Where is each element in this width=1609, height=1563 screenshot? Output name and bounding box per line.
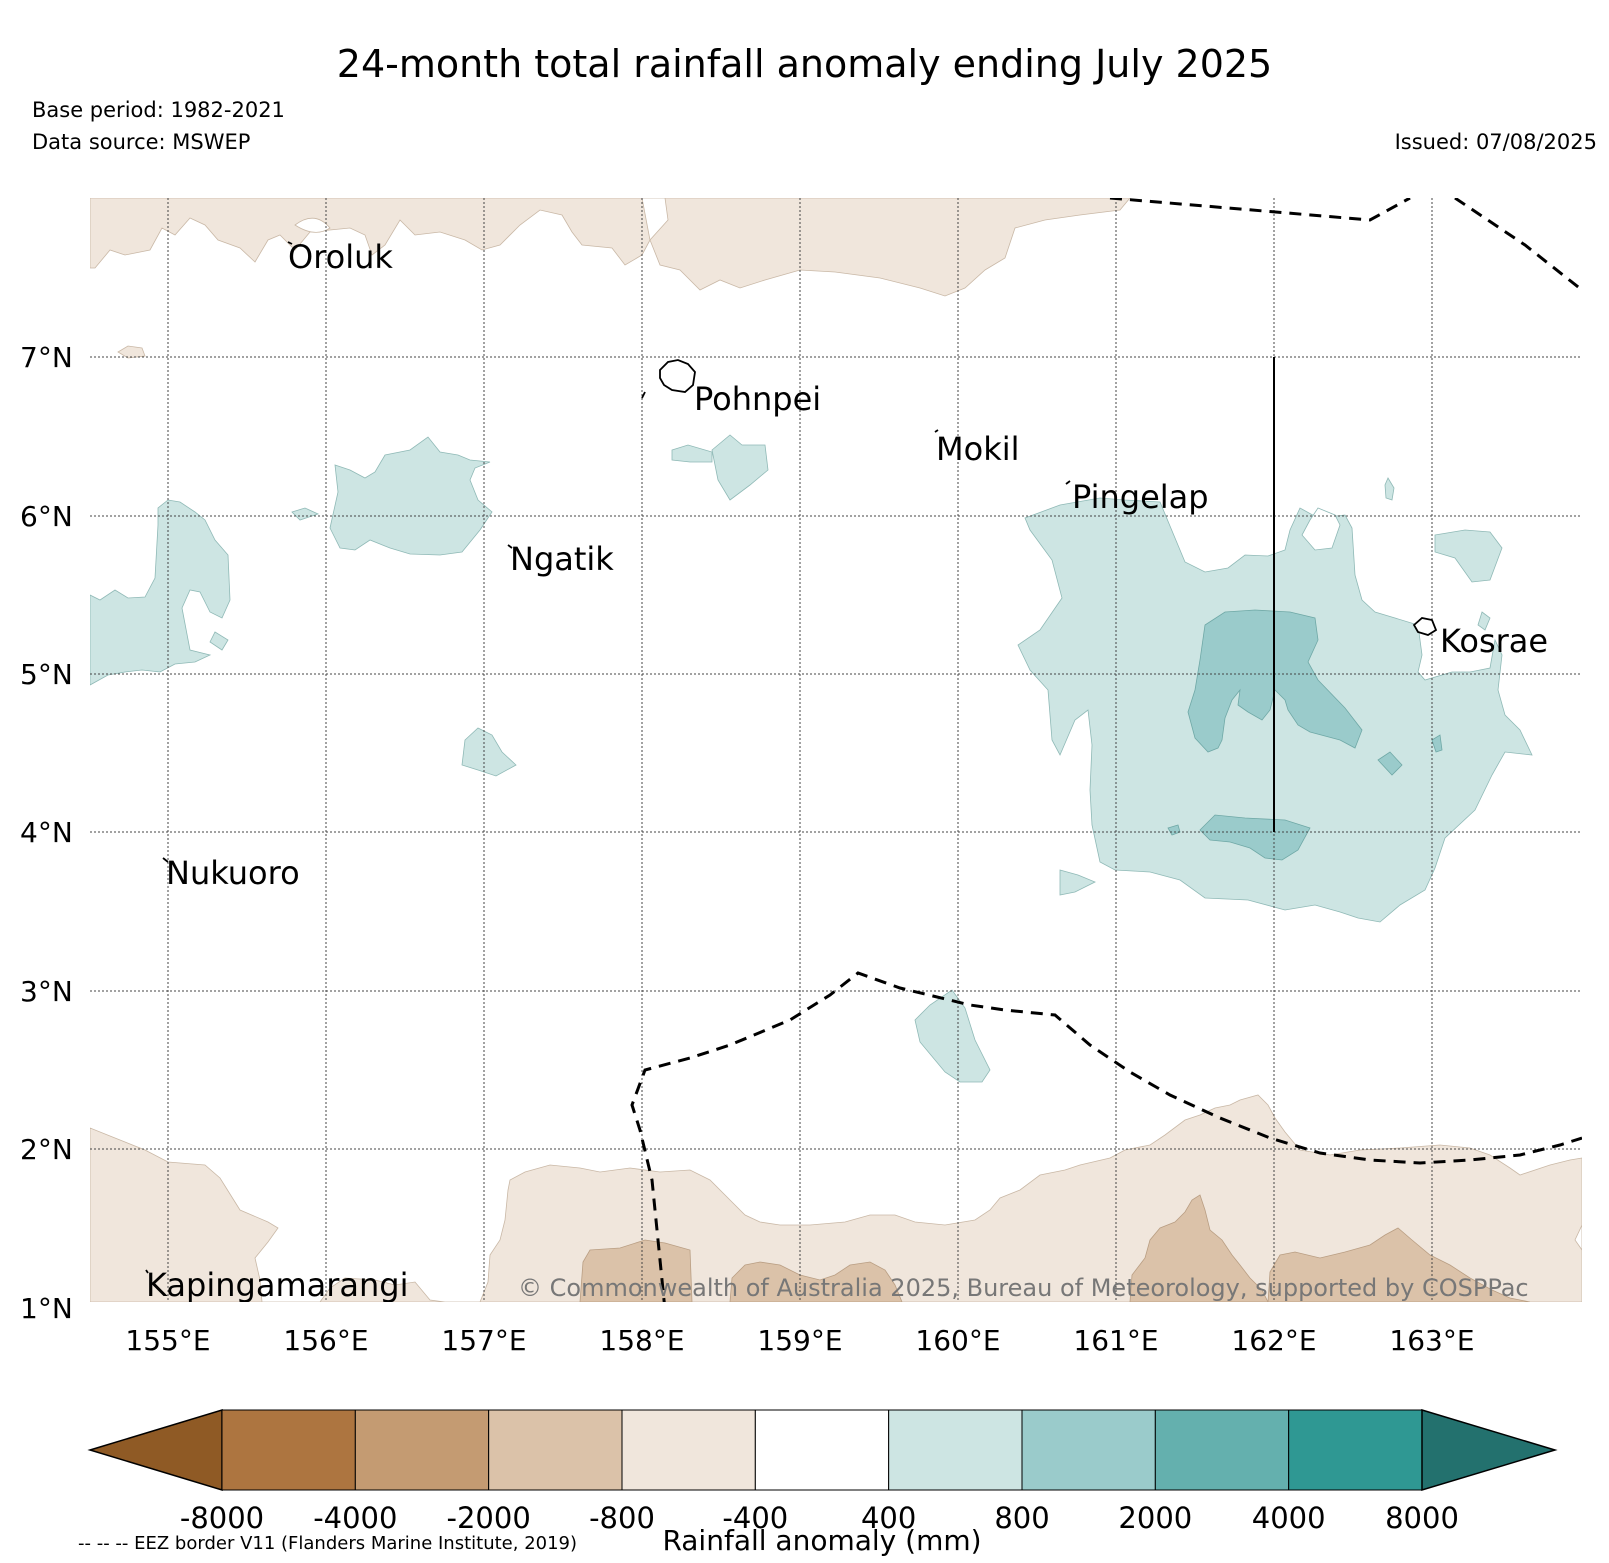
lon-label: 160°E [915,1324,1000,1357]
latitude-labels: 7°N 6°N 5°N 4°N 3°N 2°N 1°N [20,341,73,1325]
colorbar-extend-high [1421,1408,1558,1492]
lon-label: 158°E [599,1324,684,1357]
island-outlines [145,241,1438,1274]
lat-label: 2°N [20,1133,73,1166]
island-label-nukuoro: Nukuoro [166,854,300,892]
colorbar-tick-label: -4000 [313,1501,397,1535]
pohnpei-island-icon [659,359,696,393]
lon-label: 155°E [125,1324,210,1357]
colorbar-segment [1288,1409,1423,1491]
dry-region-south-notch [1574,1224,1582,1251]
colorbar [87,1408,1558,1492]
colorbar-extend-low [87,1408,223,1492]
colorbar-tick-label: 4000 [1252,1501,1326,1535]
colorbar-segment [754,1409,890,1491]
colorbar-segment [621,1409,756,1491]
island-label-pohnpei: Pohnpei [694,380,821,418]
lon-label: 157°E [441,1324,526,1357]
lat-label: 3°N [20,975,73,1008]
island-label-oroluk: Oroluk [288,238,393,276]
issued-date: Issued: 07/08/2025 [1394,130,1597,154]
colorbar-tick-label: 8000 [1385,1501,1459,1535]
colorbar-tick-label: 2000 [1118,1501,1192,1535]
dry-regions-strong [579,1194,1531,1302]
data-source-note: Data source: MSWEP [32,130,251,154]
lon-label: 159°E [757,1324,842,1357]
colorbar-tick-label: 800 [994,1501,1049,1535]
dry-region-north [90,198,1131,297]
island-label-kosrae: Kosrae [1440,622,1548,660]
colorbar-segment [354,1409,490,1491]
lat-label: 1°N [20,1292,73,1325]
colorbar-segment [488,1409,623,1491]
lon-label: 161°E [1073,1324,1158,1357]
colorbar-tick-label: 400 [861,1501,916,1535]
island-label-pingelap: Pingelap [1072,478,1209,516]
longitude-labels: 155°E 156°E 157°E 158°E 159°E 160°E 161°… [125,1324,1474,1357]
colorbar-segment [888,1409,1023,1491]
lat-label: 6°N [20,500,73,533]
island-label-ngatik: Ngatik [510,540,614,578]
colorbar-tick-label: -800 [589,1501,655,1535]
dry-region-north-island [294,217,331,233]
colorbar-segment [1154,1409,1290,1491]
lat-label: 4°N [20,816,73,849]
colorbar-segment [1021,1409,1156,1491]
colorbar-title: Rainfall anomaly (mm) [662,1524,981,1557]
lon-label: 163°E [1389,1324,1474,1357]
lon-label: 156°E [283,1324,368,1357]
colorbar-tick-label: -8000 [180,1501,264,1535]
island-label-mokil: Mokil [936,430,1020,468]
lon-label: 162°E [1231,1324,1316,1357]
colorbar-tick-label: -2000 [447,1501,531,1535]
map-title: 24-month total rainfall anomaly ending J… [336,42,1273,86]
eez-border [630,198,1582,1302]
lat-label: 7°N [20,341,73,374]
copyright-notice: © Commonwealth of Australia 2025, Bureau… [518,1274,1529,1302]
lat-label: 5°N [20,658,73,691]
map-area: Oroluk Pohnpei Mokil Pingelap Ngatik Kos… [90,198,1582,1304]
eez-legend-note: -- -- -- EEZ border V11 (Flanders Marine… [78,1533,578,1554]
graticule [90,198,1582,1302]
base-period-note: Base period: 1982-2021 [32,98,285,122]
colorbar-ticks: -8000 -4000 -2000 -800 -400 400 800 2000 4000 800… [180,1501,1459,1535]
island-label-kapingamarangi: Kapingamarangi [146,1266,408,1304]
kosrae-island-icon [1412,617,1438,636]
colorbar-segment [221,1409,356,1491]
colorbar-tick-label: -400 [722,1501,788,1535]
